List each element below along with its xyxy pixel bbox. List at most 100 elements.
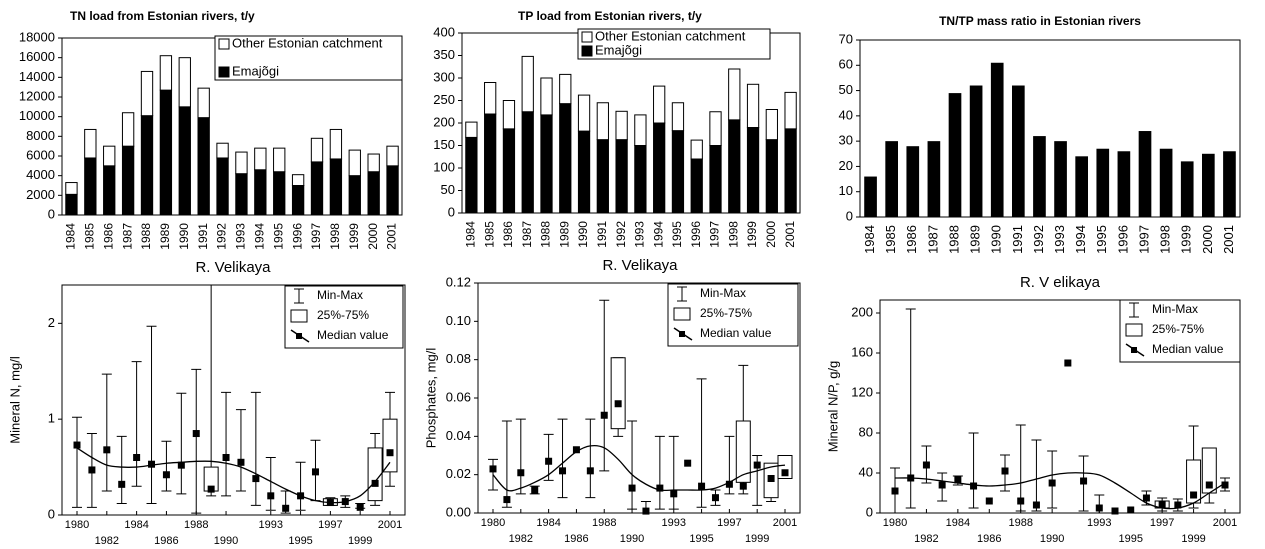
bar (1012, 85, 1025, 217)
x-tick-label: 1999 (745, 221, 759, 248)
x-tick-label: 1987 (925, 225, 940, 254)
legend-label: 25%-75% (317, 308, 369, 322)
bar-segment (178, 57, 191, 108)
y-tick-label: 300 (433, 69, 455, 84)
y-tick-label: 40 (859, 464, 873, 479)
x-tick-label: 2000 (366, 223, 380, 250)
y-tick-label: 0.10 (446, 313, 471, 328)
bar-segment (502, 128, 516, 214)
x-tick-label: 1996 (1115, 225, 1130, 254)
x-tick-label: 1985 (482, 221, 496, 248)
legend-icon (1131, 347, 1137, 353)
x-tick-label: 1999 (348, 535, 372, 547)
x-tick-label: 1993 (1087, 517, 1111, 529)
whisker (235, 409, 246, 492)
bar (1117, 151, 1131, 217)
bar-segment (615, 110, 628, 141)
x-tick-label: 1992 (1031, 225, 1046, 254)
median-marker (922, 461, 930, 469)
x-tick-label: 1980 (481, 517, 505, 529)
whisker (72, 416, 82, 508)
bar-segment (653, 122, 666, 214)
bar (1138, 131, 1152, 217)
legend-swatch (218, 66, 230, 78)
bar-segment (254, 169, 267, 216)
chart-title: R. Velikaya (195, 259, 271, 276)
x-tick-label: 2001 (1213, 517, 1237, 529)
bar (864, 176, 877, 217)
legend-box (214, 35, 403, 81)
plot-frame (879, 299, 1241, 514)
x-tick-label: 1988 (139, 223, 153, 250)
bar-segment (559, 103, 572, 214)
median-marker (753, 461, 761, 469)
whisker (295, 461, 306, 511)
median-marker (1080, 477, 1088, 485)
y-axis-label: Mineral N, mg/l (7, 356, 22, 444)
legend-label: Other Estonian catchment (595, 28, 746, 43)
whisker (543, 433, 554, 481)
whisker (515, 418, 526, 495)
bar-segment (235, 173, 248, 216)
trend-line (76, 447, 391, 504)
bar-segment (653, 85, 666, 124)
x-tick-label: 1993 (234, 223, 248, 250)
median-marker (1158, 501, 1166, 509)
x-tick-label: 2000 (764, 221, 778, 248)
bar-segment (84, 128, 97, 159)
median-marker (1048, 479, 1056, 487)
x-tick-label: 1992 (215, 223, 229, 250)
median-marker (970, 482, 978, 490)
median-marker (517, 469, 525, 477)
bar-segment (273, 147, 286, 173)
bar (990, 62, 1004, 217)
x-tick-label: 2001 (1221, 225, 1236, 254)
box (382, 418, 398, 473)
median-marker (586, 467, 594, 475)
box (367, 447, 383, 502)
legend-label: Other Estonian catchment (232, 35, 383, 50)
legend-label: Min-Max (700, 286, 746, 300)
bar-segment (235, 151, 248, 175)
legend-swatch (581, 45, 593, 57)
bar (948, 93, 962, 217)
bar-segment (634, 114, 647, 147)
x-tick-label: 1994 (1073, 225, 1088, 254)
bar-segment (197, 87, 210, 119)
y-tick-label: 50 (441, 182, 455, 197)
median-marker (1127, 506, 1135, 514)
x-tick-label: 1984 (862, 225, 877, 254)
y-tick-label: 18000 (19, 29, 55, 44)
bar-segment (671, 130, 685, 214)
y-tick-label: 8000 (26, 128, 55, 143)
median-marker (985, 497, 993, 505)
y-tick-label: 10000 (19, 108, 55, 123)
bar-segment (103, 165, 116, 216)
median-marker (767, 475, 775, 482)
y-tick-label: 0 (448, 204, 455, 219)
x-tick-label: 2001 (773, 517, 797, 529)
y-tick-label: 160 (851, 344, 873, 359)
y-tick-label: 0 (866, 504, 873, 519)
bar-segment (348, 175, 361, 216)
whisker (599, 299, 610, 472)
x-tick-label: 1993 (662, 517, 686, 529)
x-tick-label: 1990 (620, 533, 644, 545)
median-marker (656, 484, 664, 492)
bar-segment (273, 171, 286, 216)
x-tick-label: 1994 (651, 221, 665, 248)
x-tick-label: 1997 (309, 223, 323, 250)
x-tick-label: 1986 (564, 533, 588, 545)
y-tick-label: 400 (433, 24, 455, 39)
x-tick-label: 1986 (977, 533, 1001, 545)
y-tick-label: 6000 (26, 147, 55, 162)
x-tick-label: 1993 (633, 221, 647, 248)
whisker (585, 418, 596, 499)
bar-segment (197, 117, 210, 216)
bar-segment (596, 102, 609, 141)
median-marker (684, 459, 692, 467)
bar-segment (310, 137, 324, 163)
bar-segment (671, 102, 685, 132)
x-tick-label: 1997 (1150, 517, 1174, 529)
whisker (1031, 439, 1042, 512)
